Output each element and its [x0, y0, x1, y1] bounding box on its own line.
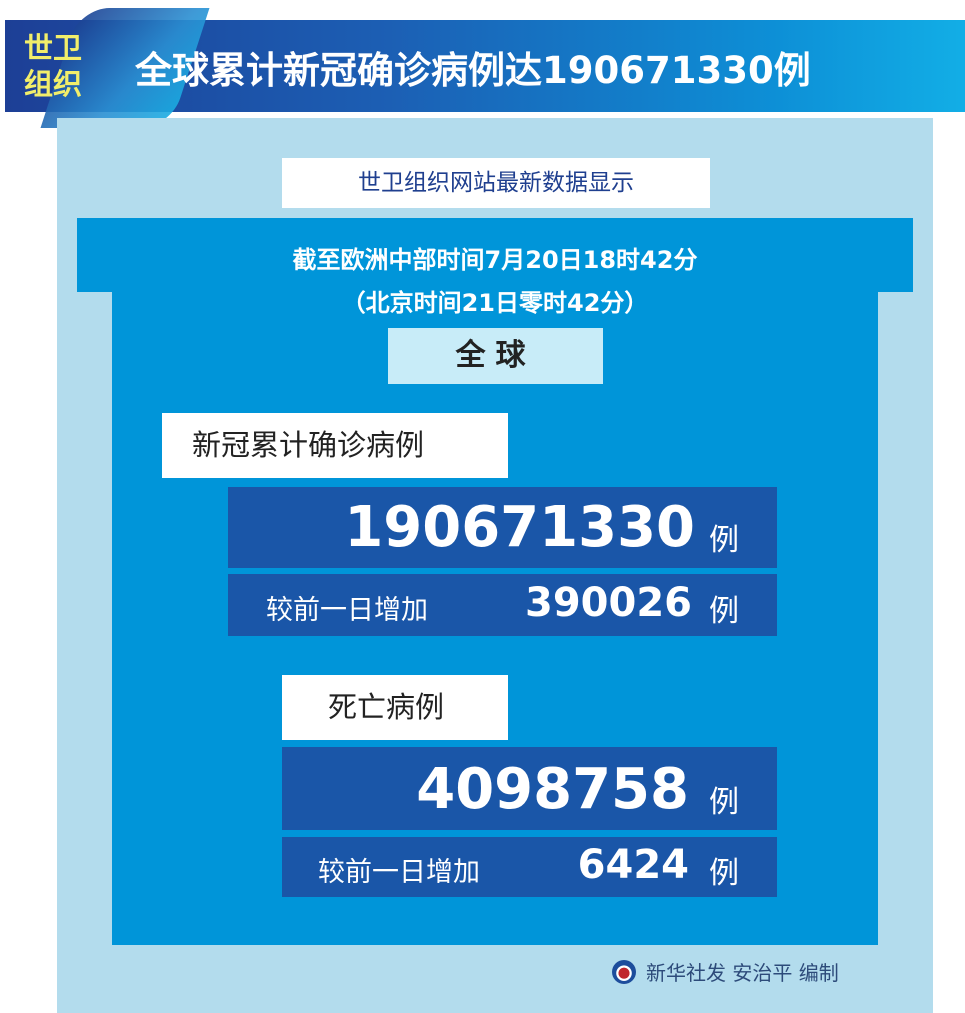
cases-increase: 390026	[525, 580, 692, 626]
cases-unit: 例	[709, 523, 739, 558]
cases-increase-box: 较前一日增加 390026 例	[228, 574, 777, 636]
deaths-increase: 6424	[577, 842, 689, 888]
cases-label: 新冠累计确诊病例	[162, 413, 508, 478]
time-band	[77, 218, 913, 292]
deaths-increase-unit: 例	[709, 856, 739, 891]
who-tag: 世卫 组织	[18, 30, 88, 102]
deaths-total-box: 4098758 例	[282, 747, 777, 830]
footer-credit: 新华社发 安治平 编制	[612, 957, 839, 986]
cases-total-box: 190671330 例	[228, 487, 777, 568]
tag-line-1: 世卫	[23, 31, 82, 65]
subtitle: 世卫组织网站最新数据显示	[282, 158, 710, 208]
credit-text: 新华社发 安治平 编制	[646, 961, 839, 985]
deaths-label: 死亡病例	[282, 675, 508, 740]
time-line-2: （北京时间21日零时42分）	[341, 289, 649, 317]
scope-label: 全球	[388, 328, 603, 384]
cases-increase-unit: 例	[709, 594, 739, 629]
time-line-1: 截至欧洲中部时间7月20日18时42分	[292, 246, 698, 274]
xinhua-logo-icon	[612, 959, 636, 984]
deaths-total: 4098758	[416, 757, 689, 822]
cases-increase-label: 较前一日增加	[266, 595, 428, 626]
page-title: 全球累计新冠确诊病例达190671330例	[135, 49, 811, 92]
deaths-increase-box: 较前一日增加 6424 例	[282, 837, 777, 897]
deaths-increase-label: 较前一日增加	[318, 857, 480, 888]
cases-total: 190671330	[344, 495, 695, 560]
deaths-unit: 例	[709, 785, 739, 820]
tag-line-2: 组织	[23, 67, 82, 101]
